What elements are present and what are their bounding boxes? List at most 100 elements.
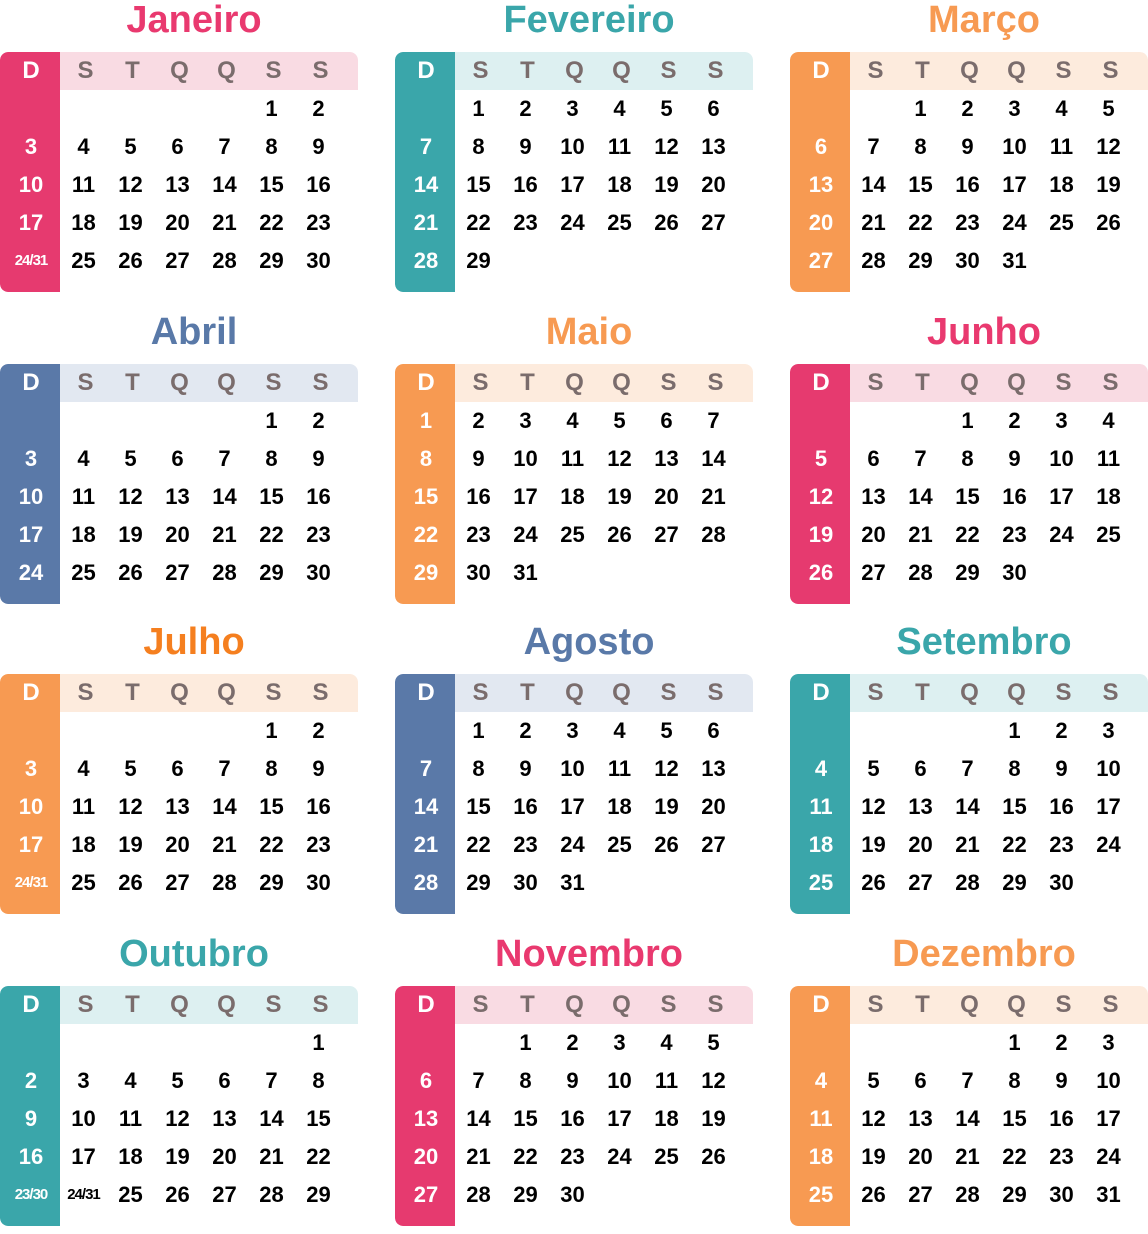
day-cell: 26 — [861, 870, 886, 895]
sunday-date: 18 — [808, 1144, 834, 1169]
weekday-header: S — [707, 57, 724, 84]
day-cell: 21 — [955, 1144, 980, 1169]
day-cell: 8 — [265, 756, 278, 781]
day-cell: 30 — [306, 870, 331, 895]
weekday-header: Q — [612, 991, 631, 1018]
day-cell: 14 — [955, 1106, 980, 1131]
day-cell: 23 — [1049, 1144, 1074, 1169]
day-cell: 26 — [118, 870, 143, 895]
day-cell: 10 — [1002, 134, 1027, 159]
day-cell: 12 — [1096, 134, 1121, 159]
sunday-date: 28 — [413, 870, 439, 895]
day-cell: 13 — [908, 1106, 933, 1131]
day-cell: 25 — [1096, 522, 1121, 547]
day-cell: 29 — [466, 248, 491, 273]
day-cell: 25 — [654, 1144, 679, 1169]
weekday-header: D — [22, 679, 40, 706]
day-cell: 27 — [701, 832, 726, 857]
day-cell: 20 — [165, 522, 190, 547]
weekday-header: T — [520, 57, 535, 84]
day-cell: 7 — [218, 134, 231, 159]
day-cell: 26 — [654, 832, 679, 857]
day-cell: 8 — [265, 134, 278, 159]
day-cell: 15 — [1002, 1106, 1027, 1131]
day-cell: 26 — [1096, 210, 1121, 235]
day-cell: 28 — [259, 1182, 284, 1207]
weekday-header: T — [520, 679, 535, 706]
day-cell: 9 — [519, 756, 532, 781]
day-cell: 16 — [955, 172, 980, 197]
month-card: D S T Q Q S S 1 2 3 4 5 6 7 8 9 10 11 12 13 14 15 16 17 18 19 20 21… — [790, 674, 1148, 914]
month-card: D S T Q Q S S 1 2 3 4 5 6 7 8 9 10 11 12 13 14 15 16 17 18 19 20 21… — [790, 364, 1148, 604]
day-cell: 12 — [861, 794, 886, 819]
day-cell: 11 — [71, 484, 96, 509]
day-cell: 16 — [306, 484, 331, 509]
day-cell: 14 — [212, 484, 237, 509]
day-cell: 1 — [961, 408, 974, 433]
day-cell: 12 — [654, 756, 679, 781]
month-card: D S T Q Q S S 1 2 3 4 5 6 7 8 9 10 11 12 13 14 15 16 17 18 19 20 21… — [0, 364, 358, 604]
day-cell: 26 — [701, 1144, 726, 1169]
weekday-header: D — [22, 369, 40, 396]
day-cell: 7 — [707, 408, 720, 433]
sunday-column — [395, 364, 455, 604]
day-cell: 26 — [165, 1182, 190, 1207]
day-cell: 15 — [466, 794, 491, 819]
day-cell: 15 — [955, 484, 980, 509]
day-cell: 6 — [914, 1068, 927, 1093]
day-cell: 13 — [908, 794, 933, 819]
sunday-date: 27 — [413, 1182, 439, 1207]
day-cell: 19 — [861, 832, 886, 857]
day-cell: 17 — [1049, 484, 1074, 509]
month-title: Agosto — [523, 621, 655, 663]
weekday-header: T — [520, 991, 535, 1018]
day-cell: 29 — [513, 1182, 538, 1207]
weekday-header: Q — [217, 679, 236, 706]
weekday-header: Q — [170, 369, 189, 396]
day-cell: 14 — [212, 794, 237, 819]
weekday-header: T — [520, 369, 535, 396]
month-title: Novembro — [495, 933, 683, 975]
day-cell: 8 — [961, 446, 974, 471]
sunday-date: 3 — [24, 446, 38, 471]
day-cell: 8 — [472, 134, 485, 159]
day-cell: 7 — [218, 756, 231, 781]
sunday-date: 10 — [18, 172, 44, 197]
sunday-date: 10 — [18, 484, 44, 509]
day-cell: 2 — [961, 96, 974, 121]
day-cell: 22 — [306, 1144, 331, 1169]
sunday-date: 3 — [24, 756, 38, 781]
day-cell: 10 — [513, 446, 538, 471]
day-cell: 12 — [118, 484, 143, 509]
month-card: D S T Q Q S S 1 2 3 4 5 6 7 8 9 10 11 12 13 14 15 16 17 18 19 20 21… — [0, 52, 358, 292]
day-cell: 7 — [472, 1068, 485, 1093]
day-cell: 18 — [118, 1144, 143, 1169]
day-cell: 27 — [908, 870, 933, 895]
weekday-header: Q — [1007, 57, 1026, 84]
weekday-header: S — [265, 57, 282, 84]
day-cell: 4 — [613, 96, 626, 121]
day-cell: 12 — [118, 172, 143, 197]
sunday-date: 20 — [808, 210, 834, 235]
day-cell: 4 — [1102, 408, 1115, 433]
day-cell: 14 — [908, 484, 933, 509]
sunday-date: 12 — [808, 484, 834, 509]
weekday-header: Q — [565, 679, 584, 706]
sunday-date: 17 — [18, 832, 44, 857]
sunday-date: 24/31 — [14, 874, 49, 891]
day-cell: 25 — [560, 522, 585, 547]
weekday-header: Q — [170, 57, 189, 84]
sunday-column — [0, 986, 60, 1226]
weekday-header: Q — [1007, 991, 1026, 1018]
day-cell: 5 — [1102, 96, 1115, 121]
day-cell: 7 — [961, 756, 974, 781]
day-cell: 20 — [701, 172, 726, 197]
month-abril: Abril D S T Q Q S S 1 2 3 4 5 6 7 8 9 10 11 12 13 14 15 16 17 18 1… — [0, 312, 358, 612]
sunday-column — [790, 364, 850, 604]
day-cell: 27 — [165, 560, 190, 585]
day-cell: 10 — [1096, 756, 1121, 781]
day-cell: 26 — [654, 210, 679, 235]
weekday-header: S — [867, 369, 884, 396]
weekday-header: Q — [960, 679, 979, 706]
day-cell: 19 — [165, 1144, 190, 1169]
